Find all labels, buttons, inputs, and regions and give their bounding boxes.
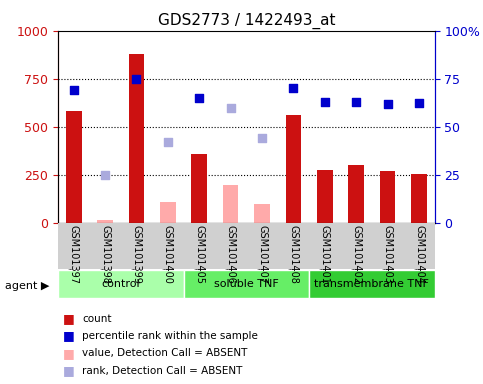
Point bbox=[70, 87, 78, 93]
Bar bbox=[317, 170, 333, 223]
Text: GSM101402: GSM101402 bbox=[351, 225, 361, 284]
Text: ■: ■ bbox=[63, 347, 74, 360]
Point bbox=[384, 101, 392, 107]
Text: GSM101401: GSM101401 bbox=[320, 225, 330, 284]
Point bbox=[133, 76, 141, 82]
Text: GSM101403: GSM101403 bbox=[383, 225, 393, 284]
Text: GSM101408: GSM101408 bbox=[288, 225, 298, 284]
Text: ■: ■ bbox=[63, 312, 74, 325]
Text: GSM101406: GSM101406 bbox=[226, 225, 236, 284]
Text: GSM101402: GSM101402 bbox=[351, 225, 361, 284]
Point bbox=[164, 139, 172, 145]
Text: GSM101397: GSM101397 bbox=[69, 225, 79, 284]
Text: GSM101403: GSM101403 bbox=[383, 225, 393, 284]
Point bbox=[353, 99, 360, 105]
Title: GDS2773 / 1422493_at: GDS2773 / 1422493_at bbox=[157, 13, 335, 29]
Bar bbox=[254, 204, 270, 223]
Text: rank, Detection Call = ABSENT: rank, Detection Call = ABSENT bbox=[82, 366, 242, 376]
Text: agent ▶: agent ▶ bbox=[5, 281, 49, 291]
Text: GSM101408: GSM101408 bbox=[288, 225, 298, 284]
Text: percentile rank within the sample: percentile rank within the sample bbox=[82, 331, 258, 341]
Text: transmembrane TNF: transmembrane TNF bbox=[314, 279, 429, 289]
Bar bbox=[97, 220, 113, 223]
Text: GSM101398: GSM101398 bbox=[100, 225, 110, 284]
Bar bbox=[348, 165, 364, 223]
Text: ■: ■ bbox=[63, 329, 74, 343]
Bar bbox=[128, 54, 144, 223]
Text: value, Detection Call = ABSENT: value, Detection Call = ABSENT bbox=[82, 348, 247, 358]
FancyBboxPatch shape bbox=[58, 270, 184, 298]
Point bbox=[415, 100, 423, 106]
Text: GSM101407: GSM101407 bbox=[257, 225, 267, 284]
FancyBboxPatch shape bbox=[184, 270, 309, 298]
Text: ■: ■ bbox=[63, 364, 74, 377]
Text: soluble TNF: soluble TNF bbox=[214, 279, 279, 289]
Text: count: count bbox=[82, 314, 112, 324]
Bar bbox=[380, 171, 396, 223]
Bar bbox=[411, 174, 427, 223]
Text: GSM101406: GSM101406 bbox=[226, 225, 236, 284]
Text: GSM101404: GSM101404 bbox=[414, 225, 424, 284]
Text: GSM101397: GSM101397 bbox=[69, 225, 79, 284]
Point bbox=[258, 135, 266, 141]
Text: control: control bbox=[101, 279, 140, 289]
Point bbox=[227, 104, 235, 111]
Text: GSM101398: GSM101398 bbox=[100, 225, 110, 284]
Bar bbox=[223, 185, 239, 223]
FancyBboxPatch shape bbox=[309, 270, 435, 298]
Point bbox=[101, 172, 109, 178]
Bar bbox=[66, 111, 82, 223]
Text: GSM101400: GSM101400 bbox=[163, 225, 173, 284]
Text: GSM101399: GSM101399 bbox=[131, 225, 142, 284]
Text: GSM101400: GSM101400 bbox=[163, 225, 173, 284]
Bar bbox=[160, 202, 176, 223]
Text: GSM101405: GSM101405 bbox=[194, 225, 204, 284]
Point bbox=[321, 99, 328, 105]
Text: GSM101407: GSM101407 bbox=[257, 225, 267, 284]
Point bbox=[290, 85, 298, 91]
Bar bbox=[285, 115, 301, 223]
Text: GSM101405: GSM101405 bbox=[194, 225, 204, 284]
Bar bbox=[191, 154, 207, 223]
Text: GSM101404: GSM101404 bbox=[414, 225, 424, 284]
Text: GSM101399: GSM101399 bbox=[131, 225, 142, 284]
Text: GSM101401: GSM101401 bbox=[320, 225, 330, 284]
Point bbox=[195, 95, 203, 101]
